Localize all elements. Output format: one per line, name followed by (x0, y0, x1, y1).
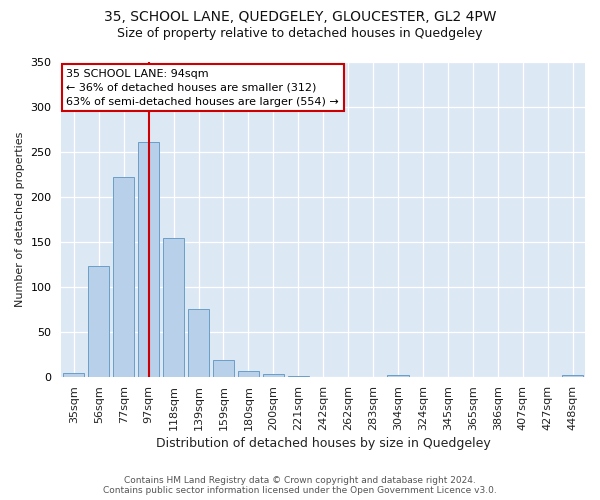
Bar (213, 360, 234, 378)
Bar (63, 373, 85, 378)
Bar (113, 177, 134, 378)
Bar (238, 371, 259, 378)
Text: 35, SCHOOL LANE, QUEDGELEY, GLOUCESTER, GL2 4PW: 35, SCHOOL LANE, QUEDGELEY, GLOUCESTER, … (104, 10, 496, 24)
X-axis label: Distribution of detached houses by size in Quedgeley: Distribution of detached houses by size … (156, 437, 491, 450)
Bar (138, 142, 159, 378)
Bar (188, 308, 209, 378)
Bar (388, 376, 409, 378)
Text: 35 SCHOOL LANE: 94sqm
← 36% of detached houses are smaller (312)
63% of semi-det: 35 SCHOOL LANE: 94sqm ← 36% of detached … (67, 68, 339, 106)
Bar (287, 376, 309, 378)
Text: Size of property relative to detached houses in Quedgeley: Size of property relative to detached ho… (117, 28, 483, 40)
Bar (88, 266, 109, 378)
Bar (163, 238, 184, 378)
Text: Contains HM Land Registry data © Crown copyright and database right 2024.
Contai: Contains HM Land Registry data © Crown c… (103, 476, 497, 495)
Y-axis label: Number of detached properties: Number of detached properties (15, 132, 25, 307)
Bar (263, 374, 284, 378)
Bar (562, 376, 583, 378)
